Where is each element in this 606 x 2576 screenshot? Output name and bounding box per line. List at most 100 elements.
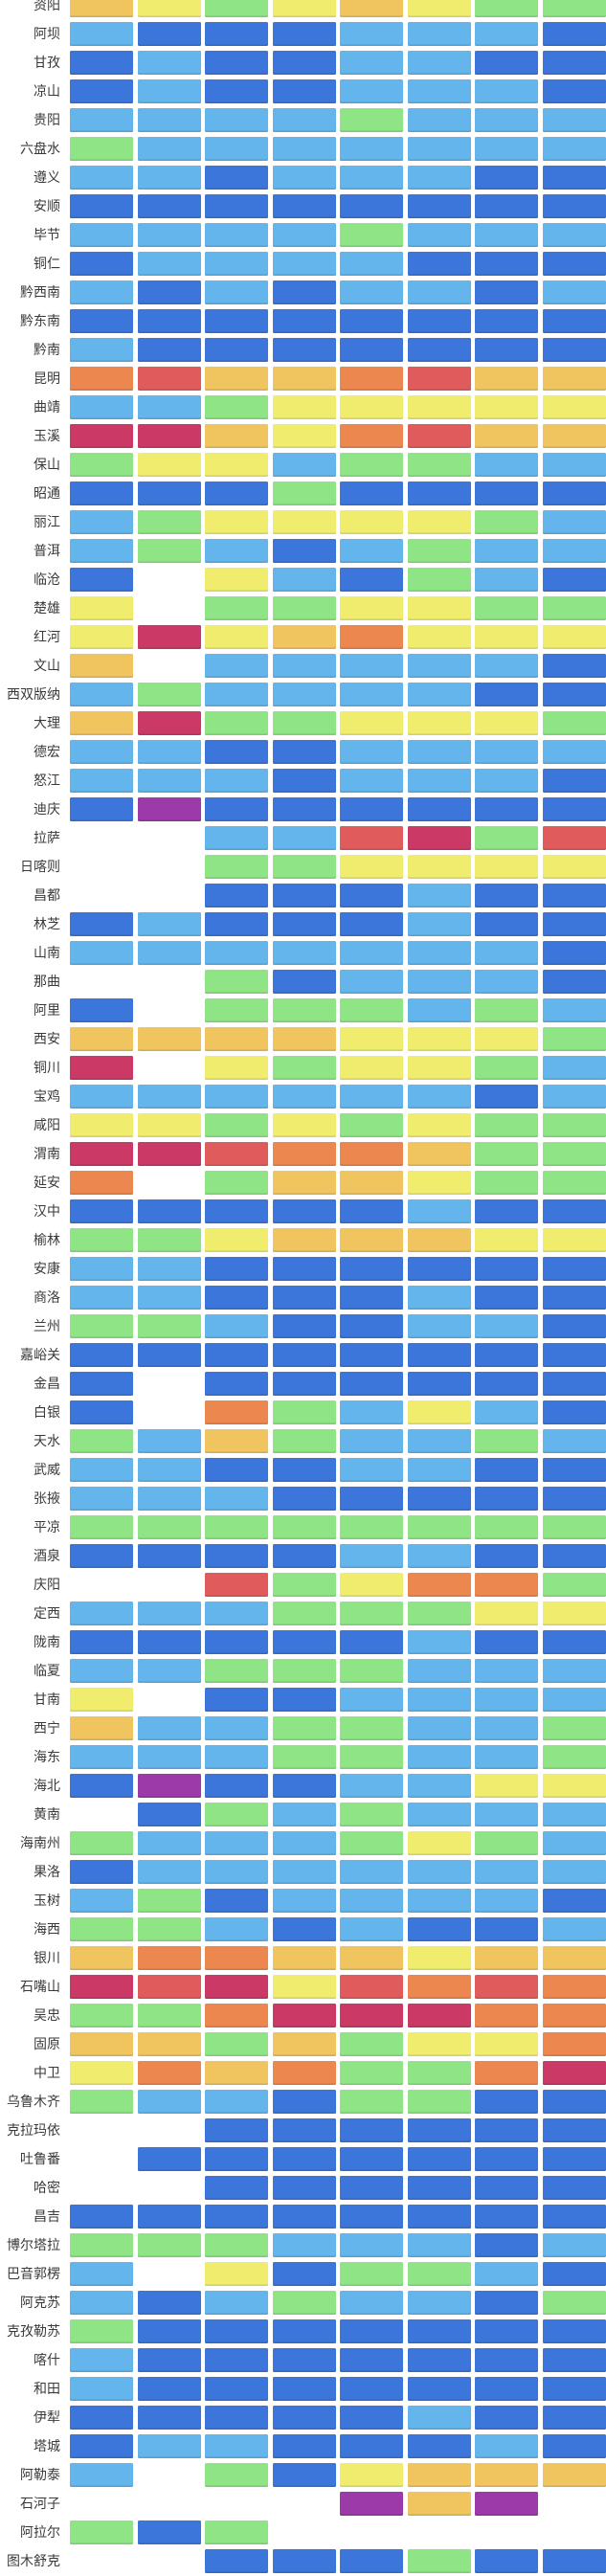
heatmap-cell[interactable]	[272, 166, 336, 190]
heatmap-cell[interactable]	[272, 596, 336, 620]
heatmap-cell[interactable]	[205, 2348, 269, 2372]
heatmap-cell[interactable]	[475, 2377, 539, 2401]
heatmap-cell[interactable]	[137, 740, 201, 764]
heatmap-cell[interactable]	[137, 1286, 201, 1310]
heatmap-cell[interactable]	[137, 625, 201, 649]
heatmap-cell[interactable]	[407, 166, 471, 190]
heatmap-cell[interactable]	[272, 1573, 336, 1597]
heatmap-cell[interactable]	[272, 1831, 336, 1855]
heatmap-cell[interactable]	[205, 424, 269, 448]
heatmap-cell[interactable]	[205, 2463, 269, 2487]
heatmap-cell[interactable]	[137, 223, 201, 247]
heatmap-cell[interactable]	[543, 1199, 606, 1223]
heatmap-cell[interactable]	[205, 596, 269, 620]
heatmap-cell[interactable]	[475, 1917, 539, 1941]
heatmap-cell[interactable]	[272, 1085, 336, 1109]
heatmap-cell[interactable]	[205, 740, 269, 764]
heatmap-cell[interactable]	[137, 1544, 201, 1568]
heatmap-cell[interactable]	[407, 998, 471, 1022]
heatmap-cell[interactable]	[70, 1831, 133, 1855]
heatmap-cell[interactable]	[340, 1745, 404, 1769]
heatmap-cell[interactable]	[340, 2463, 404, 2487]
heatmap-cell[interactable]	[475, 1573, 539, 1597]
heatmap-cell[interactable]	[407, 539, 471, 563]
heatmap-cell[interactable]	[475, 280, 539, 304]
heatmap-cell[interactable]	[407, 1573, 471, 1597]
heatmap-cell[interactable]	[137, 797, 201, 821]
heatmap-cell[interactable]	[475, 1860, 539, 1884]
heatmap-cell[interactable]	[340, 826, 404, 850]
heatmap-cell[interactable]	[475, 1774, 539, 1798]
heatmap-cell[interactable]	[407, 1199, 471, 1223]
heatmap-cell[interactable]	[137, 424, 201, 448]
heatmap-cell[interactable]	[272, 2205, 336, 2229]
heatmap-cell[interactable]	[543, 510, 606, 534]
heatmap-cell[interactable]	[475, 654, 539, 678]
heatmap-cell[interactable]	[272, 826, 336, 850]
heatmap-cell[interactable]	[340, 1860, 404, 1884]
heatmap-cell[interactable]	[70, 797, 133, 821]
heatmap-cell[interactable]	[137, 309, 201, 333]
heatmap-cell[interactable]	[272, 1659, 336, 1683]
heatmap-cell[interactable]	[272, 1027, 336, 1051]
heatmap-cell[interactable]	[340, 166, 404, 190]
heatmap-cell[interactable]	[272, 1544, 336, 1568]
heatmap-cell[interactable]	[407, 280, 471, 304]
heatmap-cell[interactable]	[272, 2319, 336, 2343]
heatmap-cell[interactable]	[543, 539, 606, 563]
heatmap-cell[interactable]	[340, 453, 404, 477]
heatmap-cell[interactable]	[407, 223, 471, 247]
heatmap-cell[interactable]	[205, 1659, 269, 1683]
heatmap-cell[interactable]	[70, 2205, 133, 2229]
heatmap-cell[interactable]	[543, 912, 606, 936]
heatmap-cell[interactable]	[340, 1544, 404, 1568]
heatmap-cell[interactable]	[407, 2434, 471, 2458]
heatmap-cell[interactable]	[407, 482, 471, 505]
heatmap-cell[interactable]	[407, 2291, 471, 2315]
heatmap-cell[interactable]	[475, 912, 539, 936]
heatmap-cell[interactable]	[205, 1745, 269, 1769]
heatmap-cell[interactable]	[137, 1515, 201, 1539]
heatmap-cell[interactable]	[70, 1372, 133, 1396]
heatmap-cell[interactable]	[340, 1458, 404, 1482]
heatmap-cell[interactable]	[475, 1142, 539, 1166]
heatmap-cell[interactable]	[340, 2233, 404, 2257]
heatmap-cell[interactable]	[137, 482, 201, 505]
heatmap-cell[interactable]	[272, 1803, 336, 1826]
heatmap-cell[interactable]	[543, 79, 606, 103]
heatmap-cell[interactable]	[475, 2319, 539, 2343]
heatmap-cell[interactable]	[340, 1630, 404, 1654]
heatmap-cell[interactable]	[475, 769, 539, 793]
heatmap-cell[interactable]	[340, 22, 404, 46]
heatmap-cell[interactable]	[407, 625, 471, 649]
heatmap-cell[interactable]	[272, 2004, 336, 2027]
heatmap-cell[interactable]	[137, 2348, 201, 2372]
heatmap-cell[interactable]	[70, 1228, 133, 1252]
heatmap-cell[interactable]	[543, 683, 606, 706]
heatmap-cell[interactable]	[407, 941, 471, 965]
heatmap-cell[interactable]	[137, 2205, 201, 2229]
heatmap-cell[interactable]	[272, 1429, 336, 1453]
heatmap-cell[interactable]	[70, 2348, 133, 2372]
heatmap-cell[interactable]	[407, 2090, 471, 2114]
heatmap-cell[interactable]	[137, 1429, 201, 1453]
heatmap-cell[interactable]	[340, 395, 404, 419]
heatmap-cell[interactable]	[205, 1400, 269, 1424]
heatmap-cell[interactable]	[70, 1860, 133, 1884]
heatmap-cell[interactable]	[272, 108, 336, 132]
heatmap-cell[interactable]	[475, 1831, 539, 1855]
heatmap-cell[interactable]	[475, 1372, 539, 1396]
heatmap-cell[interactable]	[205, 2406, 269, 2430]
heatmap-cell[interactable]	[407, 1630, 471, 1654]
heatmap-cell[interactable]	[543, 625, 606, 649]
heatmap-cell[interactable]	[543, 2205, 606, 2229]
heatmap-cell[interactable]	[137, 1027, 201, 1051]
heatmap-cell[interactable]	[543, 2319, 606, 2343]
heatmap-cell[interactable]	[475, 625, 539, 649]
heatmap-cell[interactable]	[407, 2176, 471, 2200]
heatmap-cell[interactable]	[272, 453, 336, 477]
heatmap-cell[interactable]	[407, 1659, 471, 1683]
heatmap-cell[interactable]	[475, 2147, 539, 2171]
heatmap-cell[interactable]	[475, 2032, 539, 2056]
heatmap-cell[interactable]	[340, 424, 404, 448]
